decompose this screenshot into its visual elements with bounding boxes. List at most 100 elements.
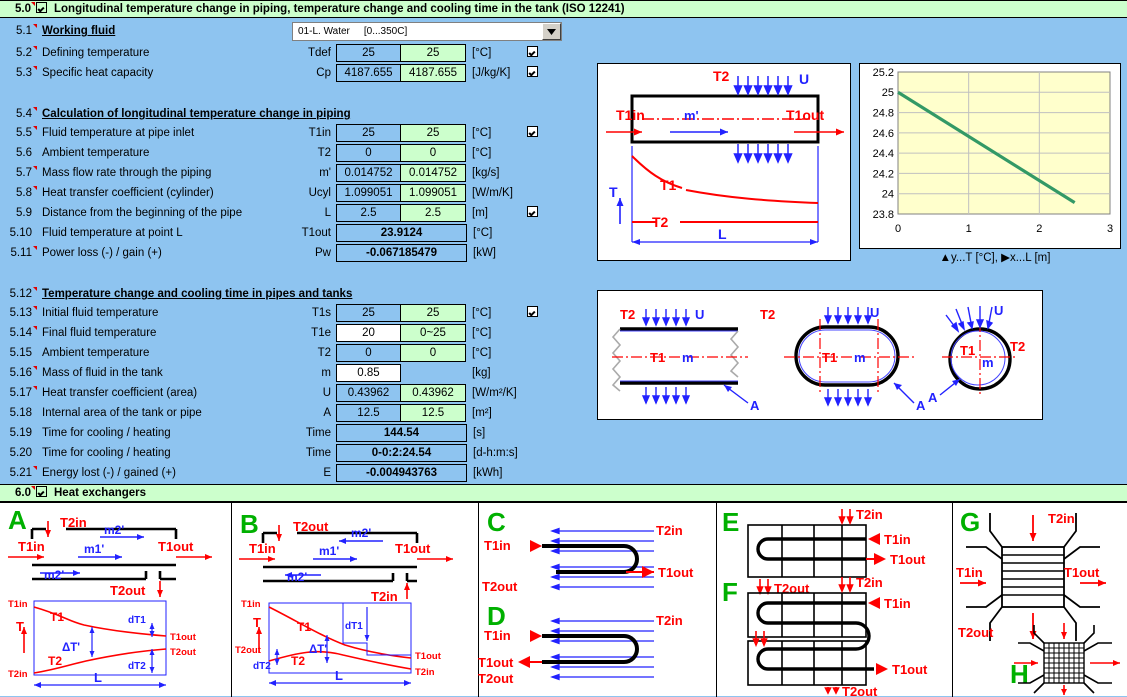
row-5-17-number: 5.17	[0, 386, 37, 399]
svg-text:T2in: T2in	[856, 507, 883, 522]
row-5-15-value[interactable]: 0	[336, 344, 401, 362]
row-5-2-value[interactable]: 25	[336, 44, 401, 62]
row-5-17-value[interactable]: 0.43962	[336, 384, 401, 402]
row-5-16: 5.16 Mass of fluid in the tank m 0.85 [k…	[0, 363, 522, 383]
svg-text:T1: T1	[660, 177, 677, 193]
svg-text:m2': m2'	[287, 570, 307, 584]
svg-text:T2in: T2in	[8, 669, 28, 680]
svg-text:m': m'	[684, 108, 699, 123]
svg-text:A: A	[916, 398, 926, 413]
row-5-20-unit: [d-h:m:s]	[473, 447, 518, 459]
row-5-3-number: 5.3	[0, 66, 37, 79]
working-fluid-dropdown[interactable]: 01-L. Water [0...350C]	[292, 22, 562, 41]
section-6-number: 6.0	[0, 486, 35, 499]
row-5-5-unit: [°C]	[472, 127, 492, 139]
row-5-18-value[interactable]: 12.5	[336, 404, 401, 422]
svg-text:24: 24	[882, 189, 894, 201]
svg-text:T2out: T2out	[170, 647, 197, 658]
section-6-checkbox[interactable]	[36, 486, 47, 500]
svg-text:T1in: T1in	[956, 565, 983, 580]
row-5-13-symbol: T1s	[311, 307, 331, 319]
row-5-11-label: Power loss (-) / gain (+)	[42, 247, 162, 259]
row-5-17-unit: [W/m²/K]	[472, 387, 517, 399]
row-5-20-label: Time for cooling / heating	[42, 447, 171, 459]
row-5-20-symbol: Time	[305, 447, 331, 459]
row-5-5-checkbox[interactable]	[522, 124, 542, 142]
row-5-3-value[interactable]: 4187.655	[336, 64, 401, 82]
svg-text:24.4: 24.4	[873, 148, 894, 160]
section-header-5[interactable]: 5.0 Longitudinal temperature change in p…	[0, 0, 1127, 18]
svg-text:T2in: T2in	[856, 575, 883, 590]
svg-text:dT2: dT2	[253, 661, 271, 672]
row-5-19-unit: [s]	[473, 427, 486, 439]
row-5-8-number: 5.8	[0, 186, 37, 199]
row-5-21-result: -0.004943763	[336, 464, 467, 482]
row-5-18: 5.18 Internal area of the tank or pipe A…	[0, 403, 522, 423]
row-5-4-label: Calculation of longitudinal temperature …	[42, 108, 351, 120]
hx-diagram-b: T2out m2' T1in m1' T1out m2' T2in T1in T…	[235, 519, 453, 686]
row-5-3-checkbox[interactable]	[522, 64, 542, 82]
hx-diagram-a: T2in m2' T1in m1' T1out m2' T2out T1in T…	[8, 515, 212, 688]
row-5-9-value[interactable]: 2.5	[336, 204, 401, 222]
row-5-3-unit: [J/kg/K]	[472, 67, 511, 79]
row-5-15-label: Ambient temperature	[42, 347, 150, 359]
svg-text:U: U	[994, 303, 1003, 318]
svg-text:T1out: T1out	[786, 107, 824, 123]
svg-text:m2': m2'	[351, 526, 371, 540]
svg-text:T2out: T2out	[235, 645, 262, 656]
row-5-13-value[interactable]: 25	[336, 304, 401, 322]
row-5-8-value[interactable]: 1.099051	[336, 184, 401, 202]
row-5-7-value[interactable]: 0.014752	[336, 164, 401, 182]
svg-text:1: 1	[966, 223, 972, 235]
row-5-21: 5.21 Energy lost (-) / gained (+) E -0.0…	[0, 463, 523, 483]
row-5-3-label: Specific heat capacity	[42, 67, 154, 79]
row-5-10-symbol: T1out	[301, 227, 331, 239]
row-5-15: 5.15 Ambient temperature T2 0 0 [°C]	[0, 343, 522, 363]
svg-text:23.8: 23.8	[873, 209, 894, 221]
row-5-2-checkbox[interactable]	[522, 44, 542, 62]
row-5-8-unit: [W/m/K]	[472, 187, 513, 199]
row-5-5-value[interactable]: 25	[336, 124, 401, 142]
row-5-16-value[interactable]: 0.85	[336, 364, 401, 382]
hx-letter-f: F	[722, 577, 738, 607]
row-5-6-unit: [°C]	[472, 147, 492, 159]
row-5-11-result: -0.067185479	[336, 244, 467, 262]
row-5-21-label: Energy lost (-) / gained (+)	[42, 467, 176, 479]
row-5-10-number: 5.10	[9, 227, 32, 239]
svg-text:T2out: T2out	[842, 684, 878, 697]
row-5-9-label: Distance from the beginning of the pipe	[42, 207, 243, 219]
divider	[952, 503, 953, 697]
working-fluid-range: [0...350C]	[363, 26, 408, 37]
row-5-16-label: Mass of fluid in the tank	[42, 367, 163, 379]
row-5-16-number: 5.16	[0, 366, 37, 379]
row-5-4: 5.4 Calculation of longitudinal temperat…	[0, 104, 366, 124]
svg-text:T2: T2	[620, 307, 635, 322]
row-5-18-label: Internal area of the tank or pipe	[42, 407, 202, 419]
svg-text:T1in: T1in	[884, 532, 911, 547]
row-5-20: 5.20 Time for cooling / heating Time 0-0…	[0, 443, 523, 463]
section-5-title: Longitudinal temperature change in pipin…	[54, 3, 625, 15]
svg-text:T2out: T2out	[482, 579, 518, 594]
section-header-6[interactable]: 6.0 Heat exchangers	[0, 484, 1127, 502]
svg-text:25: 25	[882, 87, 894, 99]
svg-text:ΔT': ΔT'	[309, 644, 327, 656]
svg-text:m: m	[854, 350, 866, 365]
svg-text:2: 2	[1036, 223, 1042, 235]
working-fluid-value: 01-L. Water	[298, 26, 350, 37]
row-5-6-value[interactable]: 0	[336, 144, 401, 162]
row-5-13-label: Initial fluid temperature	[42, 307, 159, 319]
svg-text:T: T	[253, 615, 261, 630]
row-5-13-checkbox[interactable]	[522, 304, 542, 322]
heat-exchanger-diagrams: A	[0, 502, 1127, 697]
divider	[478, 503, 479, 697]
hx-letter-d: D	[487, 601, 506, 631]
row-5-14-label: Final fluid temperature	[42, 327, 157, 339]
row-5-6-symbol: T2	[317, 147, 331, 159]
row-5-14-value[interactable]: 20	[336, 324, 401, 342]
row-5-9-checkbox[interactable]	[522, 204, 542, 222]
row-5-18-unit: [m²]	[472, 407, 492, 419]
svg-text:T1in: T1in	[249, 541, 276, 556]
chevron-down-icon[interactable]	[542, 23, 561, 40]
section-5-checkbox[interactable]	[36, 2, 47, 16]
